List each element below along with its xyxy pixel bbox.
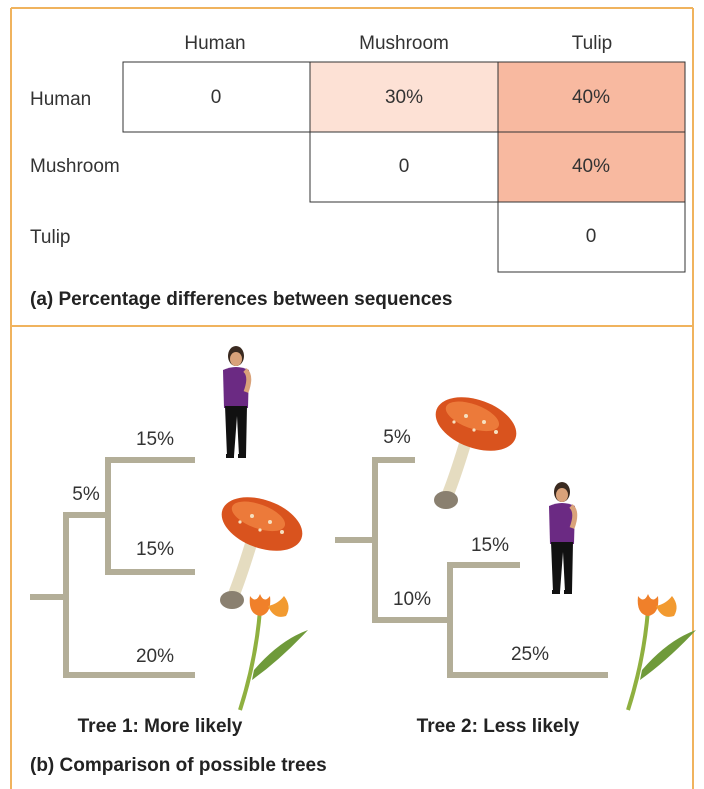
cell xyxy=(497,131,686,203)
caption: (a) Percentage differences between seque… xyxy=(30,289,452,310)
column-header: Tulip xyxy=(572,33,612,54)
caption: (b) Comparison of possible trees xyxy=(30,755,327,776)
cell xyxy=(497,61,686,133)
tulip-icon xyxy=(626,592,698,712)
cell xyxy=(497,201,686,273)
row-label: Human xyxy=(30,89,91,110)
tree-title: Tree 1: More likely xyxy=(78,716,243,737)
frame xyxy=(10,7,694,789)
tree-2-branches xyxy=(335,457,608,678)
table-cells xyxy=(122,61,686,273)
row-label: Mushroom xyxy=(30,156,120,177)
cell-text: 40% xyxy=(572,87,610,108)
column-header: Human xyxy=(184,33,245,54)
human-icon xyxy=(549,482,575,592)
cell-text: 40% xyxy=(572,156,610,177)
mushroom-icon xyxy=(214,487,309,609)
branch-label: 15% xyxy=(136,429,174,450)
branch-label: 5% xyxy=(383,427,411,448)
branch-label: 15% xyxy=(136,539,174,560)
branch-label: 5% xyxy=(72,484,100,505)
branch-label: 15% xyxy=(471,535,509,556)
row-label: Tulip xyxy=(30,227,70,248)
tree-title: Tree 2: Less likely xyxy=(417,716,580,737)
tulip-icon xyxy=(238,592,310,712)
tree-1-branches xyxy=(30,457,195,678)
cell xyxy=(122,61,311,133)
cell-text: 0 xyxy=(399,156,410,177)
mushroom-icon xyxy=(428,387,523,509)
branch-label: 20% xyxy=(136,646,174,667)
branch-label: 10% xyxy=(393,589,431,610)
cell-text: 30% xyxy=(385,87,423,108)
cell-text: 0 xyxy=(211,87,222,108)
human-icon xyxy=(223,346,249,456)
branch-label: 25% xyxy=(511,644,549,665)
cell xyxy=(309,131,499,203)
cell-text: 0 xyxy=(586,226,597,247)
column-header: Mushroom xyxy=(359,33,449,54)
